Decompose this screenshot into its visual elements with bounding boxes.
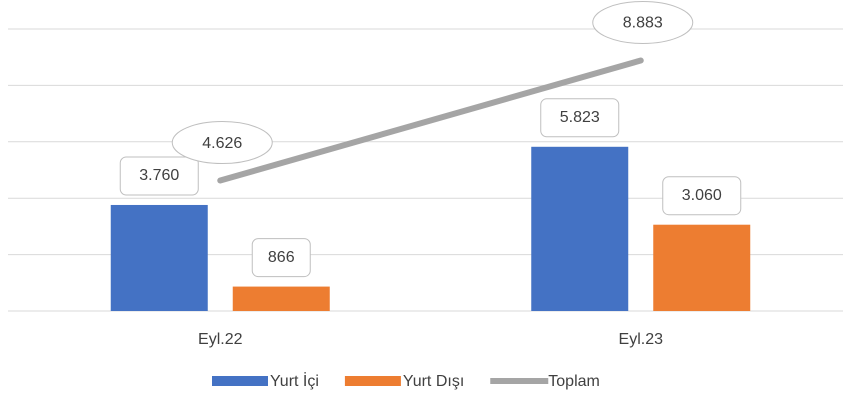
bar <box>531 146 629 311</box>
data-label-box <box>251 238 311 278</box>
legend-label: Toplam <box>548 373 600 390</box>
data-label: 4.626 <box>202 135 242 152</box>
data-label: 3.760 <box>139 167 179 184</box>
line <box>217 57 644 184</box>
bar <box>653 224 751 311</box>
x-tick-label: Eyl.22 <box>198 331 243 348</box>
data-label-box <box>592 0 694 44</box>
data-label: 8.883 <box>623 15 663 32</box>
legend-label: Yurt Dışı <box>403 373 464 390</box>
data-label-box <box>119 156 199 196</box>
data-label: 5.823 <box>560 109 600 126</box>
legend-swatch <box>212 376 268 386</box>
x-tick-label: Eyl.23 <box>619 331 664 348</box>
data-label: 3.060 <box>682 187 722 204</box>
data-label-box <box>540 98 620 138</box>
legend-swatch <box>344 376 401 386</box>
data-label: 866 <box>268 249 295 266</box>
data-label-box <box>662 176 742 216</box>
bar <box>110 204 208 311</box>
legend-label: Yurt İçi <box>270 371 319 390</box>
bar <box>232 286 330 311</box>
data-label-box <box>171 121 273 165</box>
